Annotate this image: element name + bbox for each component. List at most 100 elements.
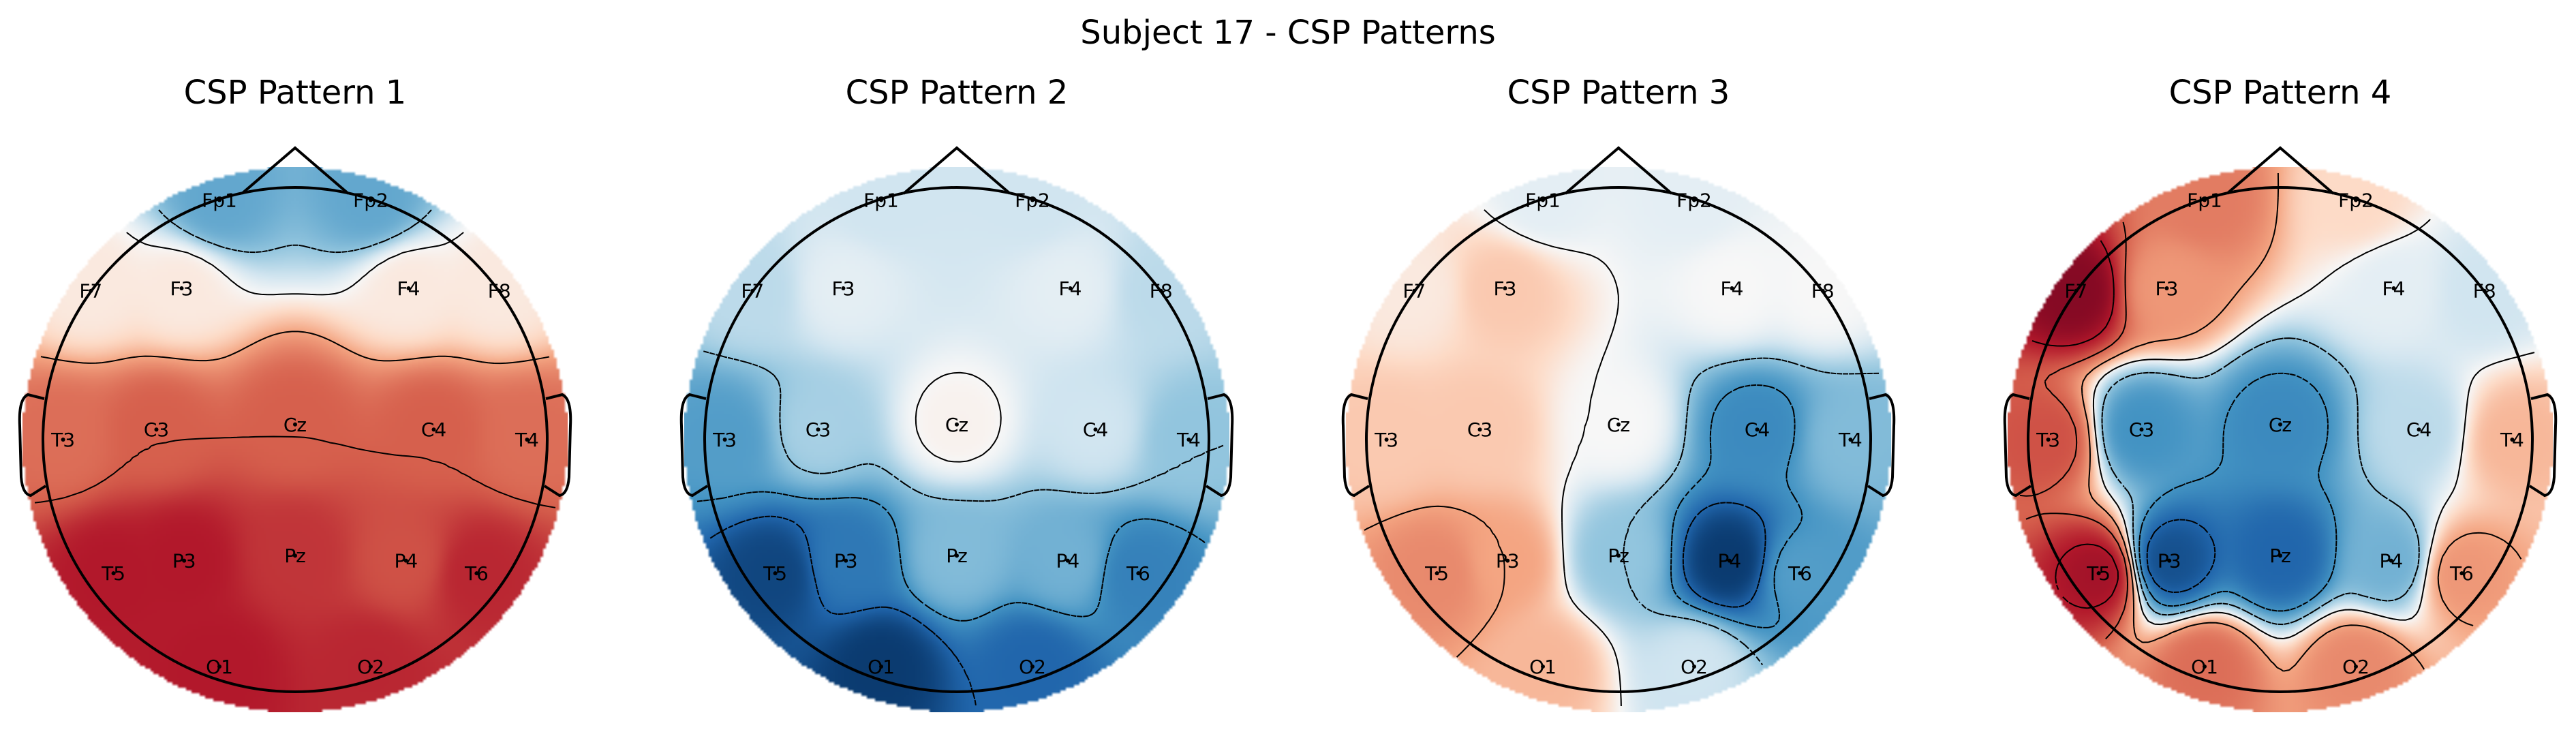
electrode-marker-p4 bbox=[1727, 558, 1732, 563]
electrode-label-p3: P3 bbox=[172, 550, 196, 573]
electrode-marker-fp2 bbox=[2354, 198, 2358, 202]
electrode-marker-c4 bbox=[1755, 427, 1760, 432]
electrode-marker-t5 bbox=[773, 571, 778, 576]
electrode-label-f7: F7 bbox=[79, 280, 102, 303]
electrode-label-o2: O2 bbox=[1681, 656, 1708, 678]
electrode-label-t6: T6 bbox=[1788, 562, 1812, 585]
electrode-marker-fp1 bbox=[879, 198, 883, 202]
electrode-marker-o2 bbox=[1692, 665, 1696, 669]
contour-line bbox=[696, 491, 1206, 622]
electrode-marker-t4 bbox=[2510, 438, 2515, 442]
electrode-marker-f7 bbox=[89, 288, 93, 293]
electrode-label-c4: C4 bbox=[2406, 418, 2432, 441]
electrode-marker-t6 bbox=[2459, 571, 2464, 576]
electrode-marker-pz bbox=[293, 553, 297, 558]
electrode-marker-f4 bbox=[1730, 286, 1734, 290]
electrode-label-cz: Cz bbox=[283, 414, 307, 436]
electrode-marker-f3 bbox=[2164, 286, 2169, 290]
left-ear bbox=[18, 393, 47, 498]
electrode-marker-t6 bbox=[1798, 571, 1803, 576]
electrode-marker-c4 bbox=[431, 427, 436, 432]
head-outline bbox=[1365, 186, 1872, 693]
electrode-marker-fp1 bbox=[217, 198, 221, 202]
electrode-label-cz: Cz bbox=[2269, 414, 2292, 436]
panel-title: CSP Pattern 2 bbox=[846, 74, 1069, 112]
topomap-panel-4: CSP Pattern 4 Fp1 Fp2 F7 F3 F4 F8 T3 C3 Cz C4 T4 T5 P… bbox=[2003, 74, 2558, 712]
electrode-marker-fp2 bbox=[369, 198, 373, 202]
electrode-label-p4: P4 bbox=[2379, 550, 2403, 573]
contour-line bbox=[126, 232, 464, 296]
electrode-marker-fp1 bbox=[2203, 198, 2207, 202]
electrode-marker-fp1 bbox=[1541, 198, 1545, 202]
electrode-label-t5: T5 bbox=[763, 562, 787, 585]
panel-title: CSP Pattern 3 bbox=[1507, 74, 1730, 112]
scalp-heatmap bbox=[22, 167, 568, 712]
electrode-label-f8: F8 bbox=[1811, 280, 1835, 303]
electrode-marker-t4 bbox=[1848, 438, 1853, 442]
electrode-marker-f8 bbox=[1820, 288, 1825, 293]
electrode-label-c3: C3 bbox=[144, 418, 169, 441]
electrode-label-f3: F3 bbox=[170, 277, 194, 300]
electrode-label-pz: Pz bbox=[946, 545, 968, 567]
electrode-label-fp2: Fp2 bbox=[1676, 189, 1712, 212]
scalp-heatmap bbox=[1346, 167, 1891, 712]
electrode-marker-p3 bbox=[844, 558, 848, 563]
contour-line bbox=[702, 350, 1224, 502]
contour-line bbox=[34, 436, 556, 508]
electrode-marker-f7 bbox=[750, 288, 755, 293]
electrode-marker-f4 bbox=[1068, 286, 1073, 290]
electrode-marker-p3 bbox=[182, 558, 187, 563]
electrode-marker-f4 bbox=[406, 286, 411, 290]
contour-line bbox=[1670, 384, 1803, 628]
electrode-label-pz: Pz bbox=[1608, 545, 1629, 567]
electrode-marker-t4 bbox=[525, 438, 530, 442]
electrode-marker-t6 bbox=[1136, 571, 1141, 576]
right-ear bbox=[1867, 393, 1896, 498]
electrode-marker-t6 bbox=[474, 571, 479, 576]
electrode-label-o1: O1 bbox=[206, 656, 233, 678]
electrode-label-f4: F4 bbox=[2382, 277, 2406, 300]
head-outline bbox=[703, 186, 1210, 693]
electrode-label-f4: F4 bbox=[1059, 277, 1082, 300]
figure-title: Subject 17 - CSP Patterns bbox=[1080, 14, 1496, 52]
electrode-marker-c4 bbox=[1093, 427, 1098, 432]
electrode-marker-f3 bbox=[1503, 286, 1507, 290]
contour-line bbox=[1364, 505, 1505, 658]
electrode-label-fp1: Fp1 bbox=[1525, 189, 1561, 212]
electrode-marker-cz bbox=[2278, 422, 2282, 427]
electrode-label-o2: O2 bbox=[1019, 656, 1046, 678]
electrode-marker-o2 bbox=[369, 665, 373, 669]
nose-outline bbox=[241, 146, 350, 195]
electrode-marker-c3 bbox=[1477, 427, 1482, 432]
contour-line bbox=[2146, 519, 2216, 594]
electrode-marker-t5 bbox=[1435, 571, 1439, 576]
electrode-marker-t5 bbox=[111, 571, 116, 576]
nose-outline bbox=[2226, 146, 2335, 195]
electrode-marker-fp2 bbox=[1030, 198, 1034, 202]
electrode-label-f3: F3 bbox=[1494, 277, 1517, 300]
electrode-label-fp1: Fp1 bbox=[202, 189, 237, 212]
electrode-marker-f4 bbox=[2391, 286, 2396, 290]
electrode-label-t5: T5 bbox=[2086, 562, 2111, 585]
electrode-label-t4: T4 bbox=[2500, 429, 2524, 451]
electrode-label-o2: O2 bbox=[357, 656, 384, 678]
right-ear bbox=[2528, 393, 2558, 498]
electrode-marker-pz bbox=[1616, 553, 1621, 558]
electrode-label-t4: T4 bbox=[515, 429, 539, 451]
electrode-label-p3: P3 bbox=[2158, 550, 2181, 573]
electrode-marker-t5 bbox=[2096, 571, 2101, 576]
electrode-marker-t4 bbox=[1186, 438, 1191, 442]
left-ear bbox=[679, 393, 709, 498]
topomap-panels: CSP Pattern 1 Fp1 Fp2 F7 F3 F4 F8 T3 C3 Cz C4 T4 T5 P… bbox=[18, 74, 2558, 712]
electrode-marker-o1 bbox=[1541, 665, 1545, 669]
electrode-marker-t3 bbox=[722, 438, 727, 442]
electrode-label-fp2: Fp2 bbox=[1015, 189, 1050, 212]
left-ear bbox=[1341, 393, 1370, 498]
contour-line bbox=[1484, 209, 1622, 707]
contour-line bbox=[2101, 337, 2420, 626]
electrode-label-fp2: Fp2 bbox=[353, 189, 388, 212]
contour-line bbox=[2031, 240, 2119, 609]
electrode-label-t5: T5 bbox=[1424, 562, 1449, 585]
electrode-label-t4: T4 bbox=[1176, 429, 1201, 451]
